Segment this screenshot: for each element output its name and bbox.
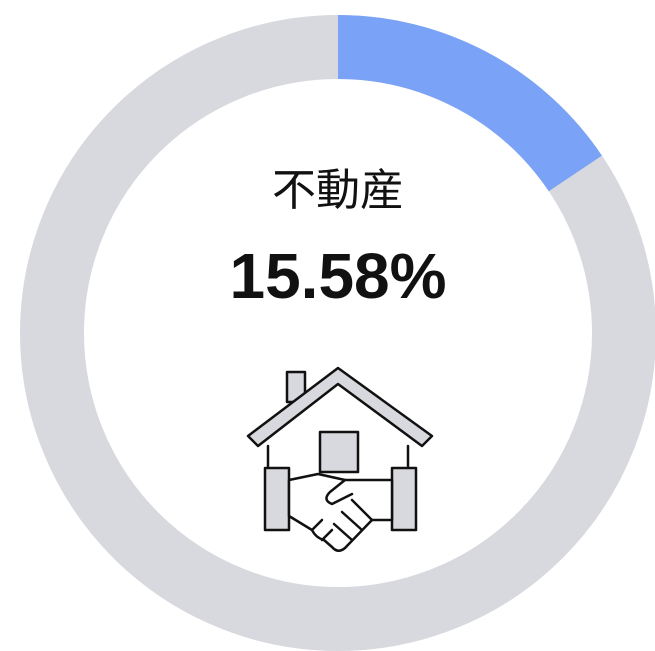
value-label: 15.58% <box>229 240 446 312</box>
donut <box>20 15 655 651</box>
category-label: 不動産 <box>272 165 404 216</box>
house-handshake-icon <box>246 366 434 552</box>
donut-segment <box>337 15 602 192</box>
